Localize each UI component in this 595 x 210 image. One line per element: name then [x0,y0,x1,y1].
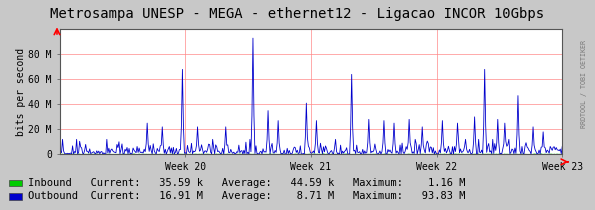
Text: Inbound   Current:   35.59 k   Average:   44.59 k   Maximum:    1.16 M: Inbound Current: 35.59 k Average: 44.59 … [28,178,465,188]
Y-axis label: bits per second: bits per second [15,48,26,136]
Text: Metrosampa UNESP - MEGA - ethernet12 - Ligacao INCOR 10Gbps: Metrosampa UNESP - MEGA - ethernet12 - L… [51,7,544,21]
Text: Outbound  Current:   16.91 M   Average:    8.71 M   Maximum:   93.83 M: Outbound Current: 16.91 M Average: 8.71 … [28,191,465,201]
Text: RRDTOOL / TOBI OETIKER: RRDTOOL / TOBI OETIKER [581,40,587,128]
